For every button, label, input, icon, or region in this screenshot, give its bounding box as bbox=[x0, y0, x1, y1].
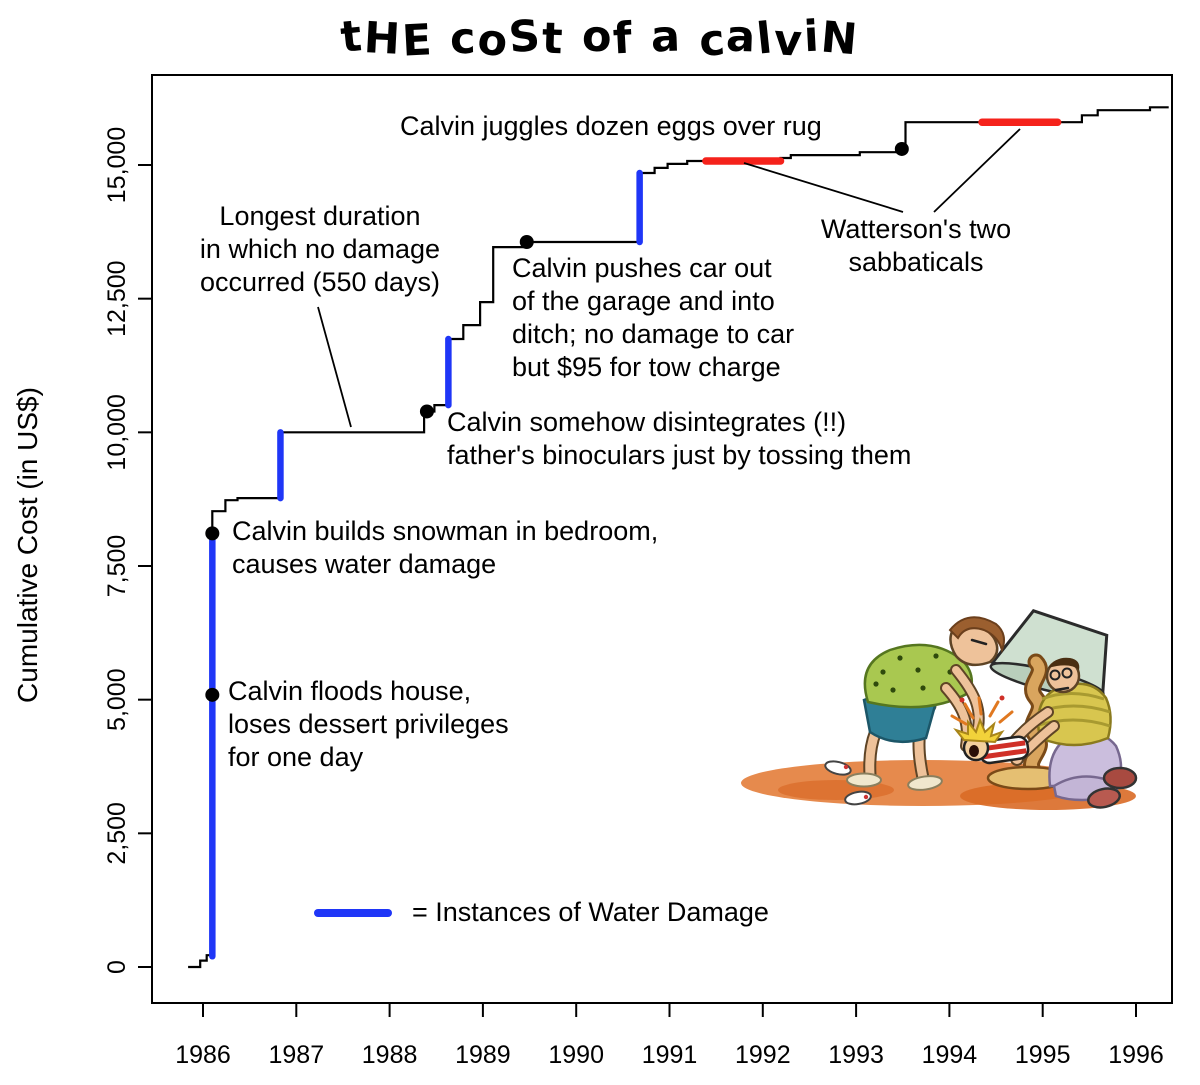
y-tick-label: 7,500 bbox=[103, 535, 131, 598]
title-letter: t bbox=[541, 13, 566, 65]
title-letter: N bbox=[818, 12, 862, 66]
event-dot-car-tow bbox=[519, 234, 534, 249]
annotation-line: Longest duration bbox=[219, 201, 421, 231]
x-tick-label: 1996 bbox=[1108, 1041, 1164, 1069]
y-tick-label: 15,000 bbox=[103, 127, 131, 203]
annotation-eggs: Calvin juggles dozen eggs over rug bbox=[400, 110, 822, 143]
title-letter: E bbox=[400, 15, 435, 67]
plot-border bbox=[151, 74, 1173, 1004]
title-letter: a bbox=[725, 11, 759, 63]
annotation-line: in which no damage bbox=[199, 234, 441, 264]
annotation-sabbaticals: Watterson's two sabbaticals bbox=[795, 213, 1037, 279]
annotation-line: Calvin floods house, bbox=[228, 676, 472, 706]
x-tick-label: 1992 bbox=[735, 1041, 791, 1069]
y-tick-label: 0 bbox=[103, 960, 131, 974]
y-axis-label: Cumulative Cost (in US$) bbox=[12, 387, 43, 703]
legend-label: = Instances of Water Damage bbox=[412, 897, 769, 927]
calvin-comic-illustration bbox=[741, 609, 1138, 810]
annotation-line: loses dessert privileges bbox=[228, 709, 509, 739]
y-tick-label: 5,000 bbox=[103, 668, 131, 731]
annotation-snowman: Calvin builds snowman in bedroom, causes… bbox=[232, 515, 658, 581]
title-letter: t bbox=[338, 10, 366, 64]
event-dot-snowman-bedroom bbox=[205, 526, 220, 541]
x-tick-label: 1994 bbox=[922, 1041, 978, 1069]
annotation-car-ditch: Calvin pushes car out of the garage and … bbox=[512, 252, 794, 384]
cost-step-line bbox=[188, 106, 1169, 969]
event-dot-eggs-over-rug bbox=[894, 141, 909, 156]
title-letter: a bbox=[649, 11, 683, 63]
annotation-line: father's binoculars just by tossing them bbox=[447, 440, 912, 470]
leader-sabbatical-2 bbox=[933, 128, 1021, 213]
water-damage-legend-swatch bbox=[314, 909, 392, 917]
annotation-line: Calvin somehow disintegrates (!!) bbox=[447, 407, 847, 437]
annotation-line: sabbaticals bbox=[848, 247, 984, 277]
title-letter: c bbox=[449, 13, 479, 65]
title-letter: c bbox=[696, 14, 729, 68]
annotation-line: Calvin pushes car out bbox=[512, 253, 772, 283]
annotation-line: but $95 for tow charge bbox=[512, 352, 781, 382]
annotation-line: Calvin builds snowman in bedroom, bbox=[232, 516, 659, 546]
x-tick-label: 1989 bbox=[455, 1041, 511, 1069]
x-tick-label: 1993 bbox=[828, 1041, 884, 1069]
y-tick-label: 10,000 bbox=[103, 394, 131, 470]
action-burst bbox=[950, 696, 1014, 726]
x-tick-label: 1995 bbox=[1015, 1041, 1071, 1069]
y-tick-label: 12,500 bbox=[103, 260, 131, 336]
annotation-line: causes water damage bbox=[232, 549, 497, 579]
title-letter: o bbox=[580, 11, 615, 63]
leader-longest-duration bbox=[317, 306, 352, 428]
x-tick-label: 1986 bbox=[175, 1041, 231, 1069]
x-tick-label: 1991 bbox=[642, 1041, 698, 1069]
annotation-line: occurred (550 days) bbox=[199, 267, 441, 297]
calvin-figure bbox=[950, 695, 1030, 765]
title-letter: H bbox=[362, 13, 403, 65]
x-tick-label: 1990 bbox=[548, 1041, 604, 1069]
annotation-floods-house: Calvin floods house, loses dessert privi… bbox=[228, 675, 509, 774]
x-tick-label: 1987 bbox=[268, 1041, 324, 1069]
annotation-line: for one day bbox=[228, 742, 364, 772]
annotation-line: Calvin juggles dozen eggs over rug bbox=[400, 111, 822, 141]
event-dot-floods-house bbox=[205, 687, 220, 702]
event-dot-binoculars bbox=[419, 404, 434, 419]
annotation-line: Watterson's two bbox=[820, 214, 1012, 244]
y-tick-label: 2,500 bbox=[103, 802, 131, 865]
annotation-binoculars: Calvin somehow disintegrates (!!) father… bbox=[447, 406, 911, 472]
annotation-line: ditch; no damage to car bbox=[512, 319, 795, 349]
chart-title: tHE coSt of a calviN bbox=[0, 10, 1200, 68]
annotation-longest-duration: Longest duration in which no damage occu… bbox=[172, 200, 468, 299]
title-letter: S bbox=[506, 10, 544, 64]
leader-sabbatical-1 bbox=[743, 162, 904, 213]
annotation-line: of the garage and into bbox=[512, 286, 775, 316]
x-tick-label: 1988 bbox=[362, 1041, 418, 1069]
title-letter: v bbox=[772, 15, 806, 67]
title-letter: o bbox=[474, 14, 512, 68]
